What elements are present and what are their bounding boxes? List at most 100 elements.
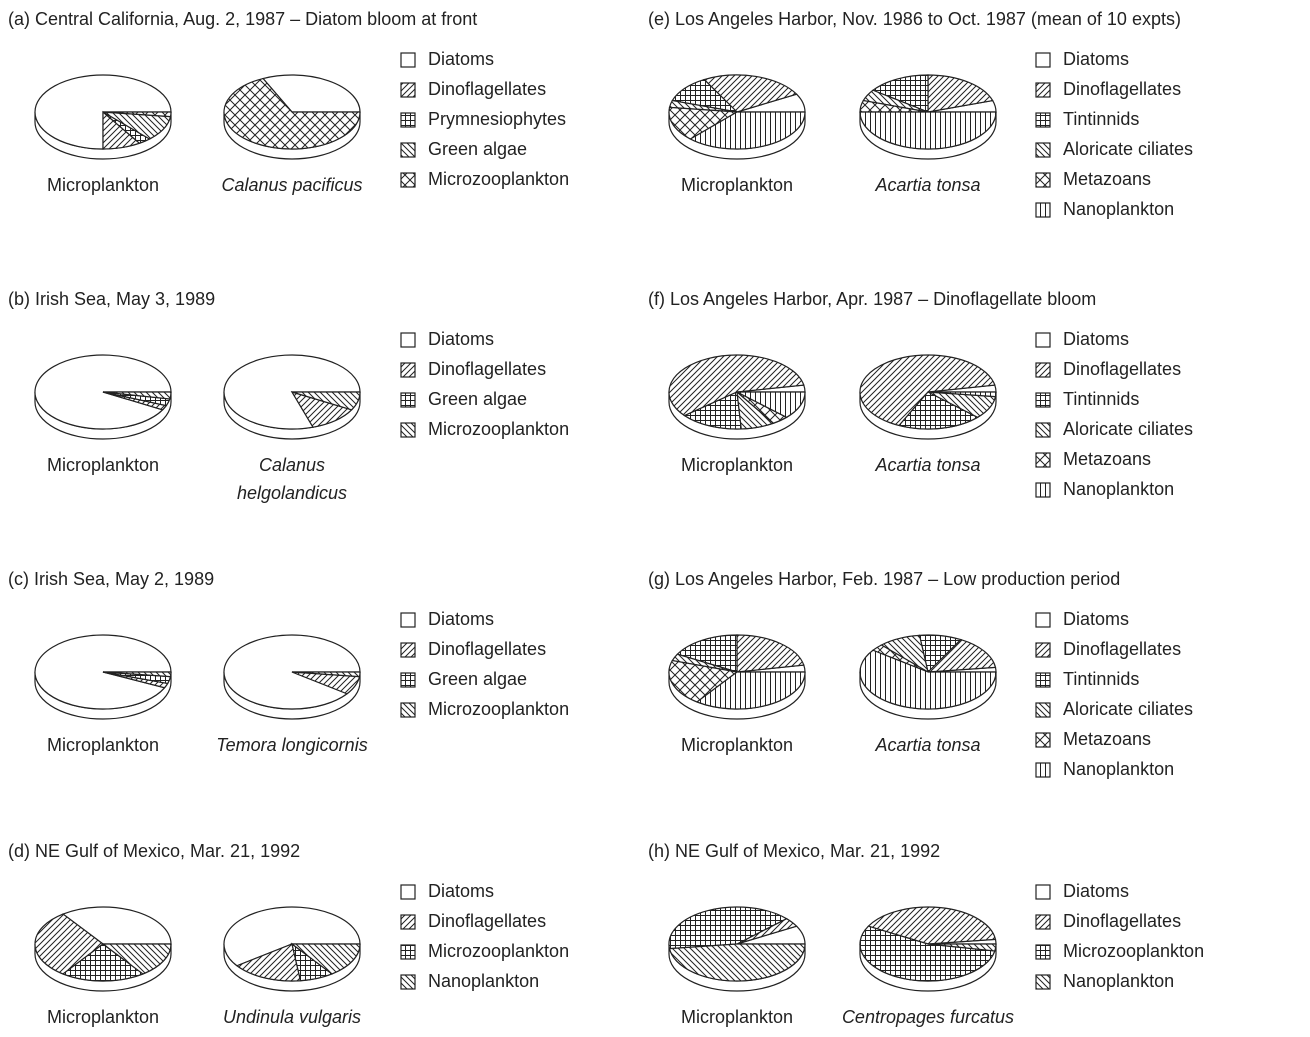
pie-slice [859, 111, 997, 150]
pie-slice [102, 391, 172, 400]
pie-slice [859, 925, 996, 982]
pie-slice [927, 943, 997, 952]
pie-slice [290, 943, 361, 975]
legend-swatch [1035, 392, 1051, 408]
pie-slice [867, 906, 997, 945]
legend-swatch [1035, 672, 1051, 688]
pie-slice [235, 943, 302, 982]
legend-label: Diatoms [428, 609, 494, 629]
legend-label: Metazoans [1063, 169, 1151, 189]
pie-label: Microplankton [681, 735, 793, 755]
pie-slice [689, 111, 806, 150]
pie-slice [736, 391, 806, 419]
legend-label: Nanoplankton [1063, 759, 1174, 779]
legend-label: Diatoms [428, 329, 494, 349]
pie-label: Calanus helgolandicus [237, 455, 347, 503]
pie-label: Microplankton [47, 455, 159, 475]
pie-slice [668, 354, 805, 417]
legend-label: Dinoflagellates [428, 359, 546, 379]
legend-label: Microzooplankton [1063, 941, 1204, 961]
pie-slice [61, 943, 145, 982]
legend-swatch [1035, 82, 1051, 98]
pie-slice [926, 638, 997, 673]
legend-label: Diatoms [1063, 881, 1129, 901]
legend-swatch [1035, 52, 1051, 68]
label-line: Calanus [259, 455, 325, 475]
pie-slice [683, 391, 742, 430]
legend-swatch [400, 82, 416, 98]
label-line: helgolandicus [237, 483, 347, 503]
legend-label: Dinoflagellates [428, 79, 546, 99]
legend-label: Green algae [428, 669, 527, 689]
legend-label: Dinoflagellates [1063, 359, 1181, 379]
pie-slice [695, 671, 806, 710]
pie-slice [223, 354, 361, 430]
panel-title: (g) Los Angeles Harbor, Feb. 1987 – Low … [648, 569, 1120, 589]
panel-title: (d) NE Gulf of Mexico, Mar. 21, 1992 [8, 841, 300, 861]
panel-title: (h) NE Gulf of Mexico, Mar. 21, 1992 [648, 841, 940, 861]
legend-swatch [400, 362, 416, 378]
legend-label: Dinoflagellates [1063, 79, 1181, 99]
legend-swatch [1035, 642, 1051, 658]
legend-label: Microzooplankton [428, 941, 569, 961]
legend-swatch [400, 422, 416, 438]
legend-label: Metazoans [1063, 729, 1151, 749]
pie-slice [291, 671, 361, 678]
pie-slice [668, 106, 739, 140]
pie-slice [736, 634, 805, 673]
pie-slice [102, 671, 172, 678]
legend-label: Dinoflagellates [1063, 639, 1181, 659]
pie-slice [927, 391, 997, 398]
legend-label: Dinoflagellates [428, 639, 546, 659]
pie-slice [223, 906, 361, 967]
legend-swatch [400, 642, 416, 658]
pie-label: Acartia tonsa [874, 175, 980, 195]
legend-label: Tintinnids [1063, 669, 1139, 689]
legend-label: Microzooplankton [428, 169, 569, 189]
panel-title: (a) Central California, Aug. 2, 1987 – D… [8, 9, 477, 29]
legend-swatch [1035, 422, 1051, 438]
legend-swatch [1035, 362, 1051, 378]
legend-label: Metazoans [1063, 449, 1151, 469]
legend-label: Nanoplankton [1063, 479, 1174, 499]
pie-slice [668, 943, 806, 982]
legend-label: Tintinnids [1063, 389, 1139, 409]
legend-swatch [400, 672, 416, 688]
legend-swatch [1035, 612, 1051, 628]
legend-swatch [1035, 172, 1051, 188]
legend-swatch [1035, 944, 1051, 960]
legend-label: Aloricate ciliates [1063, 139, 1193, 159]
legend-swatch [1035, 112, 1051, 128]
legend-swatch [400, 142, 416, 158]
legend-label: Dinoflagellates [428, 911, 546, 931]
legend-label: Diatoms [1063, 49, 1129, 69]
pie-label: Microplankton [47, 735, 159, 755]
legend-label: Prymnesiophytes [428, 109, 566, 129]
legend-swatch [1035, 884, 1051, 900]
pie-slice [61, 906, 172, 945]
legend-label: Green algae [428, 139, 527, 159]
legend-label: Diatoms [1063, 609, 1129, 629]
pie-label: Acartia tonsa [874, 735, 980, 755]
pie-label: Microplankton [47, 1007, 159, 1027]
legend-swatch [400, 974, 416, 990]
legend-label: Nanoplankton [428, 971, 539, 991]
pie-label: Undinula vulgaris [223, 1007, 361, 1027]
panel-title: (f) Los Angeles Harbor, Apr. 1987 – Dino… [648, 289, 1096, 309]
pie-slice [668, 659, 739, 703]
panel-title: (e) Los Angeles Harbor, Nov. 1986 to Oct… [648, 9, 1181, 29]
pie-slice [102, 111, 172, 118]
legend-swatch [1035, 732, 1051, 748]
legend-label: Microzooplankton [428, 419, 569, 439]
legend-swatch [1035, 332, 1051, 348]
legend-swatch [1035, 482, 1051, 498]
legend-swatch [1035, 702, 1051, 718]
legend-swatch [400, 392, 416, 408]
pie-slice [703, 74, 798, 113]
legend-label: Aloricate ciliates [1063, 699, 1193, 719]
legend-swatch [1035, 762, 1051, 778]
pie-label: Acartia tonsa [874, 455, 980, 475]
legend-label: Diatoms [428, 49, 494, 69]
legend-swatch [400, 112, 416, 128]
